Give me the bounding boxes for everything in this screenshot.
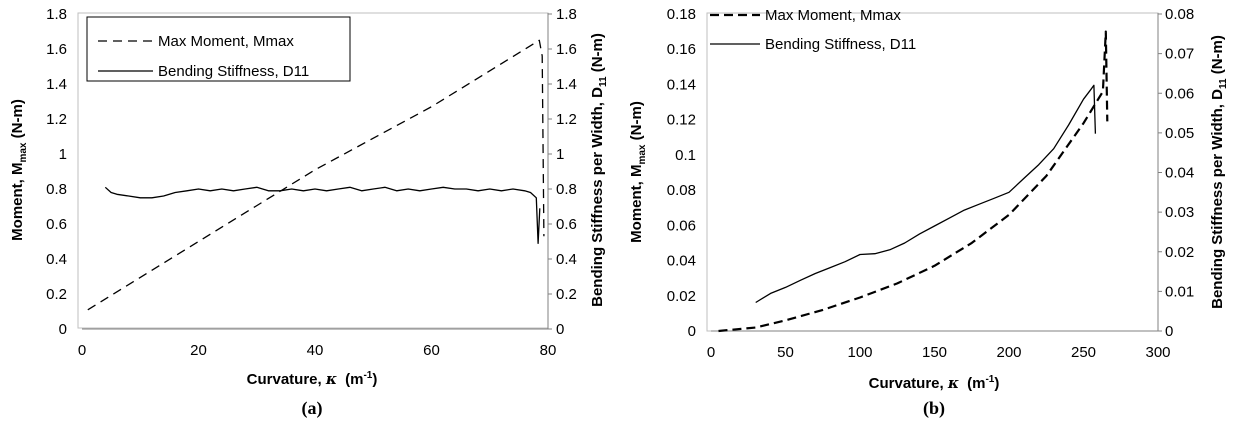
chart-b-x-tick-label: 100 bbox=[847, 344, 872, 361]
chart-a-y-tick-label-left: 1 bbox=[59, 146, 67, 163]
chart-b-legend: Max Moment, Mmax Bending Stiffness, D11 bbox=[710, 7, 916, 53]
chart-b-y-tick-label-left: 0.12 bbox=[667, 112, 696, 129]
chart-b-plot-border bbox=[706, 12, 1159, 332]
chart-b-y-tick-label-left: 0.02 bbox=[667, 288, 696, 305]
chart-a-y-axis-label-left: Moment, Mmax (N-m) bbox=[9, 99, 29, 241]
chart-a-y-tick-label-right: 1.6 bbox=[556, 41, 577, 58]
chart-a-y-tick-label-left: 0.8 bbox=[46, 181, 67, 198]
chart-b-x-tick-label: 150 bbox=[922, 344, 947, 361]
chart-a-y-tick-label-right: 0.4 bbox=[556, 251, 577, 268]
chart-b-y-tick-label-right: 0.01 bbox=[1165, 283, 1194, 300]
chart-a-y-ticks-left: 0 0.2 0.4 0.6 0.8 1 1.2 1.4 1.6 1.8 bbox=[46, 6, 67, 338]
chart-b-y-tick-label-right: 0.05 bbox=[1165, 125, 1194, 142]
chart-a-legend-label-2: Bending Stiffness, D11 bbox=[158, 63, 309, 80]
chart-a-legend: Max Moment, Mmax Bending Stiffness, D11 bbox=[86, 16, 351, 82]
chart-b-y-tick-label-right: 0.02 bbox=[1165, 244, 1194, 261]
chart-b-caption: (b) bbox=[923, 398, 945, 419]
chart-a-x-tick-label: 40 bbox=[307, 342, 324, 359]
chart-b-y-tick-label-left: 0.16 bbox=[667, 41, 696, 58]
chart-b-y-tick-label-left: 0 bbox=[688, 323, 696, 340]
chart-a-series bbox=[87, 39, 545, 311]
chart-a-x-tick-label: 20 bbox=[190, 342, 207, 359]
chart-a-y-axis-label-right: Bending Stiffness per Width, D11 (N-m) bbox=[589, 33, 609, 307]
chart-a-y-tick-label-right: 0 bbox=[556, 321, 564, 338]
chart-b-x-tick-label: 300 bbox=[1145, 344, 1170, 361]
chart-b-y-tick-label-right: 0.04 bbox=[1165, 165, 1194, 182]
chart-b: 0 50 100 150 200 250 300 00.020.040.060.080.10… bbox=[628, 6, 1229, 419]
chart-a-y-tick-label-left: 1.8 bbox=[46, 6, 67, 23]
chart-b-x-tick-label: 50 bbox=[777, 344, 794, 361]
chart-a-x-ticks: 0 20 40 60 80 bbox=[78, 342, 557, 359]
chart-b-y-tick-label-left: 0.18 bbox=[667, 6, 696, 23]
chart-b-x-axis-label: Curvature, κ (m-1) bbox=[869, 374, 1000, 392]
chart-b-y-ticks-left: 0 0.02 0.04 0.06 0.08 0.1 0.12 0.14 0.16 0.18 bbox=[667, 6, 696, 340]
chart-a-y-tick-label-left: 0.2 bbox=[46, 286, 67, 303]
chart-b-y-tick-label-left: 0.08 bbox=[667, 182, 696, 199]
chart-b-x-tick-label: 250 bbox=[1071, 344, 1096, 361]
chart-a-y-ticks-right: 0 0.2 0.4 0.6 0.8 1 1.2 1.4 1.6 1.8 bbox=[548, 6, 577, 338]
chart-b-y-tick-label-left: 0.04 bbox=[667, 253, 696, 270]
chart-b-y-tick-label-right: 0.03 bbox=[1165, 204, 1194, 221]
chart-b-y-tick-label-left: 0.1 bbox=[675, 147, 696, 164]
chart-a-y-tick-label-left: 0.4 bbox=[46, 251, 67, 268]
chart-a-y-tick-label-right: 0.2 bbox=[556, 286, 577, 303]
chart-b-y-tick-label-right: 0.07 bbox=[1165, 46, 1194, 63]
chart-a-y-tick-label-right: 0.8 bbox=[556, 181, 577, 198]
chart-b-series-line-max-moment bbox=[718, 30, 1109, 333]
chart-b-y-axis-label-right: Bending Stiffness per Width, D11 (N-m) bbox=[1209, 35, 1229, 309]
chart-b-y-tick-label-right: 0.06 bbox=[1165, 85, 1194, 102]
chart-b-series bbox=[718, 30, 1109, 333]
chart-a-legend-box bbox=[86, 16, 351, 82]
chart-a-legend-label-1: Max Moment, Mmax bbox=[158, 33, 294, 50]
chart-a-y-tick-label-right: 1.4 bbox=[556, 76, 577, 93]
chart-a-caption: (a) bbox=[302, 398, 323, 419]
chart-a-series-line-max-moment bbox=[87, 39, 545, 311]
chart-a-y-tick-label-right: 1.2 bbox=[556, 111, 577, 128]
chart-b-x-tick-label: 0 bbox=[707, 344, 715, 361]
chart-a-y-tick-label-left: 1.2 bbox=[46, 111, 67, 128]
chart-a-y-tick-label-left: 1.4 bbox=[46, 76, 67, 93]
chart-b-y-tick-label-left: 0.06 bbox=[667, 217, 696, 234]
chart-a-y-tick-label-left: 1.6 bbox=[46, 41, 67, 58]
chart-b-x-tick-label: 200 bbox=[996, 344, 1021, 361]
chart-b-y-axis-label-left: Moment, Mmax (N-m) bbox=[628, 101, 648, 243]
chart-b-y-ticks-right: 0 0.01 0.02 0.03 0.04 0.05 0.06 0.07 0.08 bbox=[1158, 6, 1194, 340]
chart-a-x-axis-label: Curvature, κ (m-1) bbox=[247, 370, 378, 388]
chart-a-y-tick-label-right: 0.6 bbox=[556, 216, 577, 233]
chart-a-y-tick-label-left: 0 bbox=[59, 321, 67, 338]
chart-b-y-tick-label-left: 0.14 bbox=[667, 76, 696, 93]
chart-a-x-tick-label: 60 bbox=[423, 342, 440, 359]
chart-b-y-tick-label-right: 0.08 bbox=[1165, 6, 1194, 23]
chart-b-legend-label-1: Max Moment, Mmax bbox=[765, 7, 901, 24]
chart-a-series-line-bending-stiffness bbox=[104, 186, 541, 244]
chart-b-y-tick-label-right: 0 bbox=[1165, 323, 1173, 340]
chart-b-x-ticks: 0 50 100 150 200 250 300 bbox=[707, 344, 1171, 361]
chart-a-x-tick-label: 80 bbox=[540, 342, 557, 359]
chart-a-y-tick-label-right: 1 bbox=[556, 146, 564, 163]
chart-b-legend-label-2: Bending Stiffness, D11 bbox=[765, 36, 916, 53]
chart-a-y-tick-label-right: 1.8 bbox=[556, 6, 577, 23]
chart-a-y-tick-label-left: 0.6 bbox=[46, 216, 67, 233]
chart-a-x-tick-label: 0 bbox=[78, 342, 86, 359]
chart-a: 0 20 40 60 80 0 0.2 0.4 0.6 0.8 1 1.2 1.4 1.6 1.8 0 0.… bbox=[9, 6, 609, 419]
chart-b-series-line-bending-stiffness bbox=[755, 84, 1097, 304]
